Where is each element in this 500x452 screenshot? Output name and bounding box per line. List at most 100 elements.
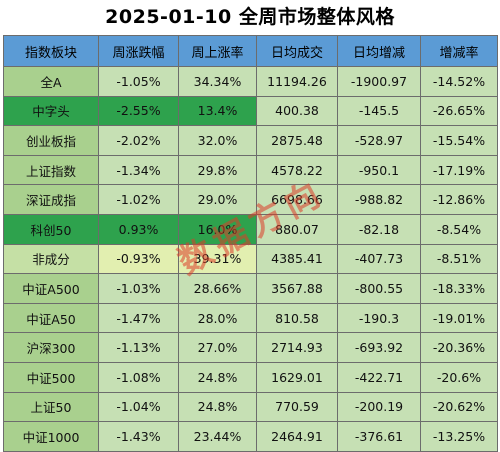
index-name-cell: 上证指数 xyxy=(3,154,99,186)
weekly-up-rate-cell: 24.8% xyxy=(178,391,257,423)
weekly-change-cell: -1.13% xyxy=(98,332,179,363)
weekly-up-rate-cell: 32.0% xyxy=(178,125,257,156)
weekly-up-rate-cell: 29.8% xyxy=(178,154,257,186)
weekly-change-cell: -1.34% xyxy=(98,154,179,186)
diff-rate-cell: -20.36% xyxy=(420,332,498,363)
daily-volume-cell: 4578.22 xyxy=(256,154,338,186)
index-name-cell: 深证成指 xyxy=(3,184,99,215)
weekly-change-cell: -1.02% xyxy=(98,184,179,215)
index-name-cell: 中证A500 xyxy=(3,273,99,304)
index-name-cell: 中证1000 xyxy=(3,421,99,452)
index-name-cell: 中证A50 xyxy=(3,302,99,334)
index-name-cell: 全A xyxy=(3,66,99,97)
weekly-up-rate-cell: 13.4% xyxy=(178,95,257,127)
weekly-up-rate-cell: 39.31% xyxy=(178,243,257,275)
daily-volume-cell: 6698.66 xyxy=(256,184,338,215)
table-row: 中字头 -2.55% 13.4% 400.38 -145.5 -26.65% xyxy=(3,95,498,127)
diff-rate-cell: -18.33% xyxy=(420,273,498,304)
weekly-up-rate-cell: 34.34% xyxy=(178,66,257,97)
table-row: 上证50 -1.04% 24.8% 770.59 -200.19 -20.62% xyxy=(3,391,498,423)
daily-diff-cell: -145.5 xyxy=(337,95,421,127)
daily-volume-cell: 2464.91 xyxy=(256,421,338,452)
weekly-change-cell: -2.02% xyxy=(98,125,179,156)
diff-rate-cell: -15.54% xyxy=(420,125,498,156)
daily-volume-cell: 11194.26 xyxy=(256,66,338,97)
daily-volume-cell: 880.07 xyxy=(256,213,338,245)
daily-volume-cell: 810.58 xyxy=(256,302,338,334)
daily-diff-cell: -1900.97 xyxy=(337,66,421,97)
index-name-cell: 中字头 xyxy=(3,95,99,127)
weekly-change-cell: -0.93% xyxy=(98,243,179,275)
weekly-up-rate-cell: 23.44% xyxy=(178,421,257,452)
index-name-cell: 创业板指 xyxy=(3,125,99,156)
weekly-up-rate-cell: 16.0% xyxy=(178,213,257,245)
daily-volume-cell: 3567.88 xyxy=(256,273,338,304)
weekly-change-cell: -1.04% xyxy=(98,391,179,423)
daily-diff-cell: -528.97 xyxy=(337,125,421,156)
index-name-cell: 非成分 xyxy=(3,243,99,275)
table-row: 非成分 -0.93% 39.31% 4385.41 -407.73 -8.51% xyxy=(3,243,498,275)
page-title: 2025-01-10 全周市场整体风格 xyxy=(105,6,395,28)
daily-diff-cell: -988.82 xyxy=(337,184,421,215)
diff-rate-cell: -8.54% xyxy=(420,213,498,245)
table-row: 科创50 0.93% 16.0% 880.07 -82.18 -8.54% xyxy=(3,213,498,245)
table-row: 创业板指 -2.02% 32.0% 2875.48 -528.97 -15.54% xyxy=(3,125,498,156)
diff-rate-cell: -26.65% xyxy=(420,95,498,127)
table-row: 全A -1.05% 34.34% 11194.26 -1900.97 -14.52% xyxy=(3,66,498,97)
diff-rate-cell: -12.86% xyxy=(420,184,498,215)
weekly-up-rate-cell: 28.0% xyxy=(178,302,257,334)
table-row: 上证指数 -1.34% 29.8% 4578.22 -950.1 -17.19% xyxy=(3,154,498,186)
weekly-up-rate-cell: 28.66% xyxy=(178,273,257,304)
daily-diff-cell: -693.92 xyxy=(337,332,421,363)
weekly-change-cell: -2.55% xyxy=(98,95,179,127)
weekly-up-rate-cell: 24.8% xyxy=(178,361,257,393)
diff-rate-cell: -14.52% xyxy=(420,66,498,97)
table-header-row: 指数板块 周涨跌幅 周上涨率 日均成交 日均增减 增减率 xyxy=(3,35,498,67)
daily-diff-cell: -800.55 xyxy=(337,273,421,304)
table-row: 中证A500 -1.03% 28.66% 3567.88 -800.55 -18.33% xyxy=(3,273,498,304)
weekly-change-cell: -1.05% xyxy=(98,66,179,97)
index-name-cell: 中证500 xyxy=(3,361,99,393)
diff-rate-cell: -20.6% xyxy=(420,361,498,393)
daily-volume-cell: 770.59 xyxy=(256,391,338,423)
header-diff-rate: 增减率 xyxy=(420,35,498,67)
table-row: 中证1000 -1.43% 23.44% 2464.91 -376.61 -13.25% xyxy=(3,421,498,452)
market-style-table: 指数板块 周涨跌幅 周上涨率 日均成交 日均增减 增减率 全A -1.05% 34.… xyxy=(3,35,498,452)
weekly-up-rate-cell: 29.0% xyxy=(178,184,257,215)
weekly-change-cell: -1.47% xyxy=(98,302,179,334)
weekly-change-cell: -1.43% xyxy=(98,421,179,452)
diff-rate-cell: -8.51% xyxy=(420,243,498,275)
weekly-up-rate-cell: 27.0% xyxy=(178,332,257,363)
index-name-cell: 上证50 xyxy=(3,391,99,423)
table-row: 中证500 -1.08% 24.8% 1629.01 -422.71 -20.6% xyxy=(3,361,498,393)
index-name-cell: 沪深300 xyxy=(3,332,99,363)
index-name-cell: 科创50 xyxy=(3,213,99,245)
daily-diff-cell: -422.71 xyxy=(337,361,421,393)
daily-diff-cell: -82.18 xyxy=(337,213,421,245)
header-daily-diff: 日均增减 xyxy=(337,35,421,67)
daily-diff-cell: -376.61 xyxy=(337,421,421,452)
diff-rate-cell: -17.19% xyxy=(420,154,498,186)
header-daily-volume: 日均成交 xyxy=(256,35,338,67)
daily-volume-cell: 1629.01 xyxy=(256,361,338,393)
table-row: 深证成指 -1.02% 29.0% 6698.66 -988.82 -12.86% xyxy=(3,184,498,215)
daily-volume-cell: 2714.93 xyxy=(256,332,338,363)
weekly-change-cell: -1.03% xyxy=(98,273,179,304)
daily-diff-cell: -950.1 xyxy=(337,154,421,186)
diff-rate-cell: -20.62% xyxy=(420,391,498,423)
diff-rate-cell: -19.01% xyxy=(420,302,498,334)
table-row: 沪深300 -1.13% 27.0% 2714.93 -693.92 -20.36% xyxy=(3,332,498,363)
diff-rate-cell: -13.25% xyxy=(420,421,498,452)
daily-volume-cell: 4385.41 xyxy=(256,243,338,275)
table-row: 中证A50 -1.47% 28.0% 810.58 -190.3 -19.01% xyxy=(3,302,498,334)
header-index: 指数板块 xyxy=(3,35,99,67)
header-weekly-up-rate: 周上涨率 xyxy=(178,35,257,67)
daily-volume-cell: 2875.48 xyxy=(256,125,338,156)
daily-diff-cell: -407.73 xyxy=(337,243,421,275)
daily-volume-cell: 400.38 xyxy=(256,95,338,127)
weekly-change-cell: 0.93% xyxy=(98,213,179,245)
weekly-change-cell: -1.08% xyxy=(98,361,179,393)
daily-diff-cell: -200.19 xyxy=(337,391,421,423)
daily-diff-cell: -190.3 xyxy=(337,302,421,334)
header-weekly-change: 周涨跌幅 xyxy=(98,35,179,67)
